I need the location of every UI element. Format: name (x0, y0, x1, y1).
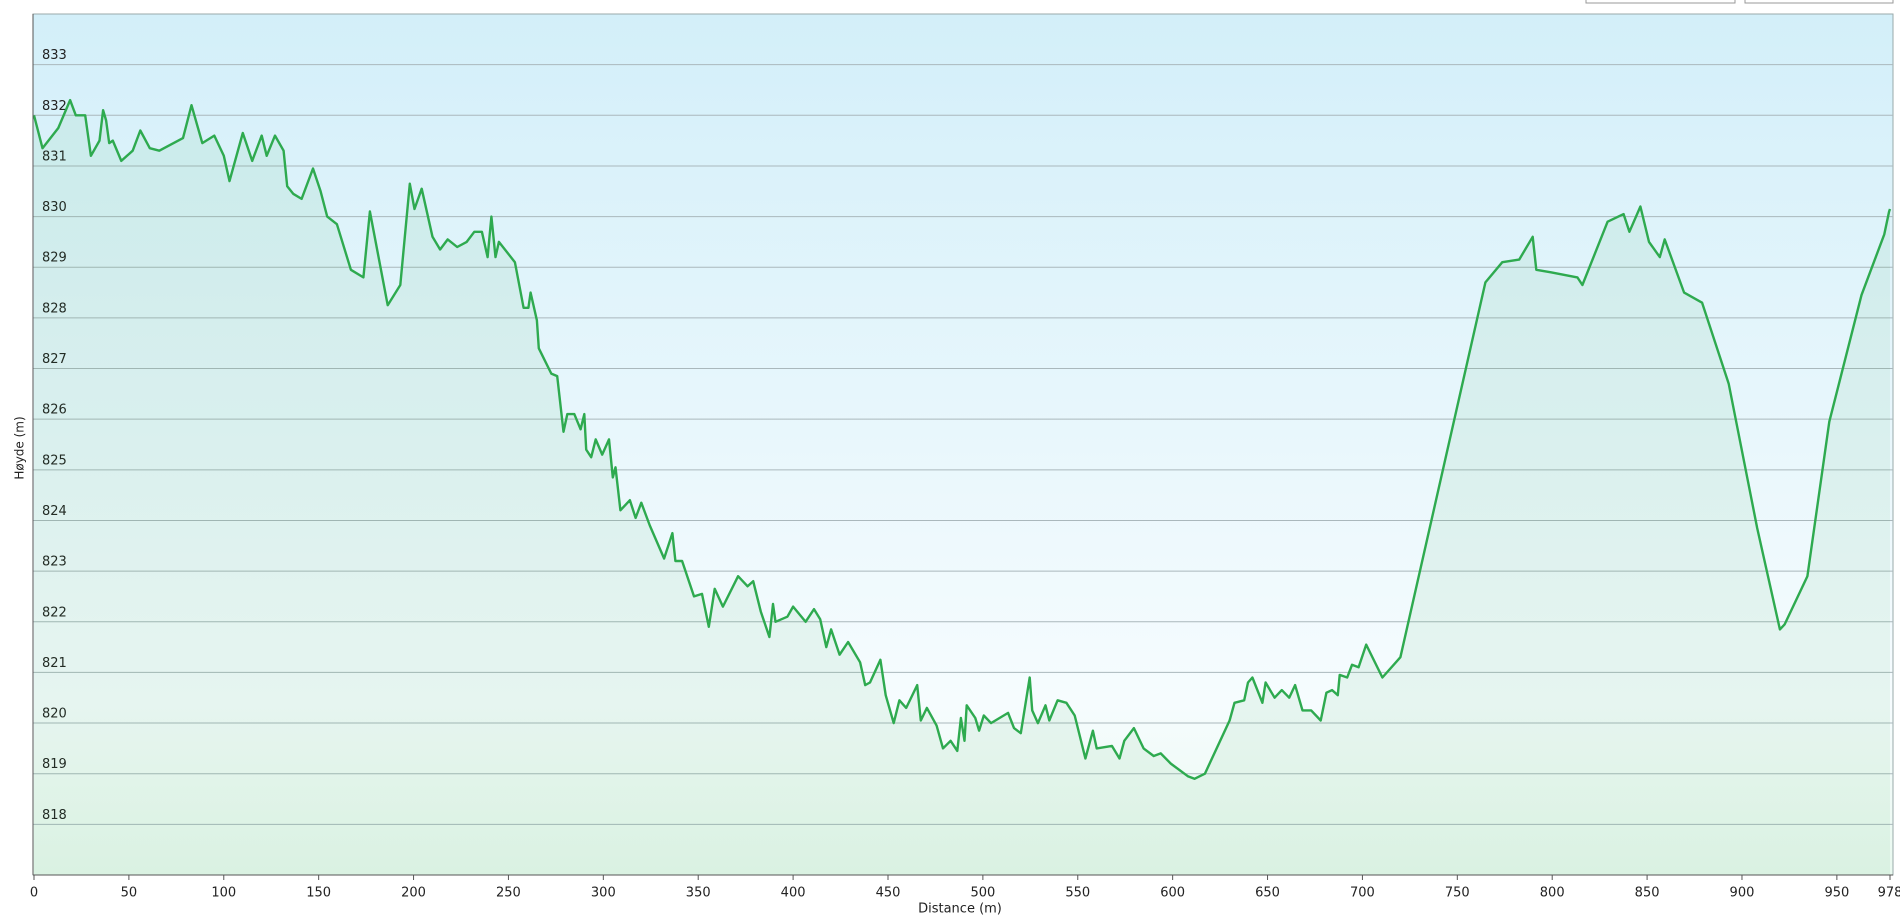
y-tick-label: 822 (42, 605, 67, 620)
button[interactable] (1585, 0, 1736, 4)
x-tick-label: 550 (1065, 886, 1090, 901)
x-tick-label: 500 (970, 886, 995, 901)
plot: 818 819 820 821 822 823 824 825 826 827 828 829 830 8… (30, 14, 1900, 901)
y-tick-label: 827 (42, 352, 67, 367)
x-tick-label: 0 (30, 886, 38, 901)
x-tick-label: 50 (121, 886, 138, 901)
x-tick-label: 978 (1878, 886, 1900, 901)
area (34, 100, 1890, 876)
x-tick-label: 100 (211, 886, 236, 901)
x-tick-label: 950 (1824, 886, 1849, 901)
button[interactable] (1744, 0, 1894, 4)
x-tick-label: 900 (1730, 886, 1755, 901)
x-tick-label: 650 (1255, 886, 1280, 901)
y-tick-label: 818 (42, 808, 67, 823)
y-tick-label: 833 (42, 48, 67, 63)
x-tick-label: 450 (876, 886, 901, 901)
x-axis-title: Distance (m) (918, 902, 1002, 916)
x-tick-label: 150 (306, 886, 331, 901)
y-axis-title: Høyde (m) (13, 416, 27, 479)
y-tick-label: 821 (42, 656, 67, 671)
y-tick-label: 831 (42, 149, 67, 164)
x-tick-label: 850 (1635, 886, 1660, 901)
x-tick-label: 750 (1445, 886, 1470, 901)
x-tick-label: 800 (1540, 886, 1565, 901)
y-tick-label: 826 (42, 403, 67, 418)
y-tick-label: 829 (42, 251, 67, 266)
line (32, 98, 1892, 780)
x-tick-label: 400 (781, 886, 806, 901)
x-tick-label: 250 (496, 886, 521, 901)
y-tick-label: 828 (42, 301, 67, 316)
x-tick-label: 600 (1160, 886, 1185, 901)
y-tick-label: 823 (42, 555, 67, 570)
x-tick-label: 300 (591, 886, 616, 901)
y-tick-label: 824 (42, 504, 67, 519)
y-tick-label: 820 (42, 707, 67, 722)
y-tick-label: 830 (42, 200, 67, 215)
x-tick-label: 200 (401, 886, 426, 901)
x-tick-label: 700 (1350, 886, 1375, 901)
x-tick-label: 350 (686, 886, 711, 901)
y-tick-label: 832 (42, 99, 67, 114)
y-tick-label: 825 (42, 453, 67, 468)
y-tick-label: 819 (42, 757, 67, 772)
